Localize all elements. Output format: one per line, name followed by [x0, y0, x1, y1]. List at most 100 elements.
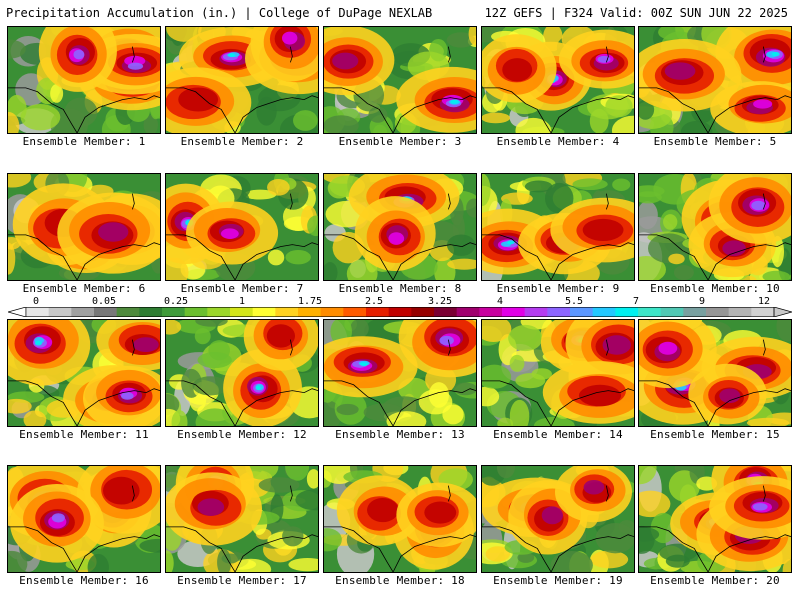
- ensemble-member-4-label: Ensemble Member: 4: [496, 135, 620, 148]
- colorbar-segment-5: [116, 307, 140, 317]
- ensemble-member-7-label: Ensemble Member: 7: [180, 282, 304, 295]
- ensemble-member-14-label: Ensemble Member: 14: [493, 428, 623, 441]
- precip-field: [324, 27, 476, 133]
- ensemble-member-5-label: Ensemble Member: 5: [653, 135, 777, 148]
- colorbar-segment-7: [162, 307, 186, 317]
- ensemble-member-8-label: Ensemble Member: 8: [338, 282, 462, 295]
- ensemble-member-13-label: Ensemble Member: 13: [335, 428, 465, 441]
- ensemble-member-2-label: Ensemble Member: 2: [180, 135, 304, 148]
- map-title: Precipitation Accumulation (in.) | Colle…: [6, 6, 433, 20]
- colorbar-segment-28: [638, 307, 662, 317]
- colorbar-tick-labels: 0 0.05 0.25 1 1.75 2.5 3.25 4 5.5 7 9 12: [8, 296, 792, 307]
- colorbar-segment-30: [683, 307, 707, 317]
- precip-field: [639, 174, 791, 280]
- ensemble-member-16-map: [7, 465, 161, 573]
- colorbar-segment-2: [48, 307, 72, 317]
- colorbar-tick-label: 12: [757, 296, 771, 307]
- colorbar-segment-14: [320, 307, 344, 317]
- colorbar-segment-6: [139, 307, 163, 317]
- colorbar-segment-25: [570, 307, 594, 317]
- ensemble-member-14-map: [481, 319, 635, 427]
- ensemble-member-5-map: [638, 26, 792, 134]
- precip-field: [639, 320, 791, 426]
- colorbar-tick-label: 5.5: [564, 296, 584, 307]
- precip-field: [324, 174, 476, 280]
- ensemble-member-4-map: [481, 26, 635, 134]
- ensemble-member-12-label: Ensemble Member: 12: [177, 428, 307, 441]
- colorbar: 0 0.05 0.25 1 1.75 2.5 3.25 4 5.5 7 9 12: [8, 296, 792, 320]
- colorbar-segment-23: [524, 307, 548, 317]
- colorbar-segment-11: [252, 307, 276, 317]
- colorbar-tick-label: 4: [496, 296, 504, 307]
- colorbar-segment-19: [434, 307, 458, 317]
- ensemble-member-9-label: Ensemble Member: 9: [496, 282, 620, 295]
- ensemble-member-20-map: [638, 465, 792, 573]
- ensemble-member-15-label: Ensemble Member: 15: [650, 428, 780, 441]
- ensemble-member-7-map: [165, 173, 319, 281]
- ensemble-member-18-label: Ensemble Member: 18: [335, 574, 465, 587]
- ensemble-member-18-map: [323, 465, 477, 573]
- ensemble-member-19-map: [481, 465, 635, 573]
- colorbar-tick-label: 2.5: [364, 296, 384, 307]
- colorbar-segment-4: [94, 307, 118, 317]
- colorbar-segment-16: [366, 307, 390, 317]
- colorbar-segment-18: [411, 307, 435, 317]
- precip-field: [166, 27, 318, 133]
- precip-field: [8, 27, 160, 133]
- colorbar-segment-13: [298, 307, 322, 317]
- colorbar-tick-label: 1.75: [297, 296, 323, 307]
- precip-field: [324, 466, 476, 572]
- ensemble-member-19-label: Ensemble Member: 19: [493, 574, 623, 587]
- precip-field: [8, 174, 160, 280]
- precip-field: [8, 320, 160, 426]
- colorbar-tick-label: 1: [238, 296, 246, 307]
- ensemble-member-15-map: [638, 319, 792, 427]
- colorbar-min-arrow: [8, 307, 27, 317]
- ensemble-member-17-map: [165, 465, 319, 573]
- precip-field: [482, 466, 634, 572]
- ensemble-member-16-label: Ensemble Member: 16: [19, 574, 149, 587]
- precip-field: [482, 27, 634, 133]
- colorbar-segment-1: [26, 307, 50, 317]
- ensemble-member-13-map: [323, 319, 477, 427]
- colorbar-segment-17: [388, 307, 412, 317]
- colorbar-segment-26: [592, 307, 616, 317]
- ensemble-member-12-map: [165, 319, 319, 427]
- colorbar-segment-21: [479, 307, 503, 317]
- colorbar-segment-24: [547, 307, 571, 317]
- precip-field: [166, 174, 318, 280]
- precip-field: [324, 320, 476, 426]
- colorbar-segment-10: [230, 307, 254, 317]
- ensemble-member-10-map: [638, 173, 792, 281]
- precip-field: [8, 466, 160, 572]
- precip-field: [482, 174, 634, 280]
- colorbar-tick-label: 0: [32, 296, 40, 307]
- colorbar-segment-15: [343, 307, 367, 317]
- ensemble-member-3-label: Ensemble Member: 3: [338, 135, 462, 148]
- colorbar-segment-29: [660, 307, 684, 317]
- colorbar-segment-8: [184, 307, 208, 317]
- precip-field: [639, 466, 791, 572]
- colorbar-max-arrow: [773, 307, 792, 317]
- ensemble-member-1-map: [7, 26, 161, 134]
- colorbar-segment-3: [71, 307, 95, 317]
- ensemble-member-20-label: Ensemble Member: 20: [650, 574, 780, 587]
- colorbar-segment-31: [706, 307, 730, 317]
- colorbar-tick-label: 9: [698, 296, 706, 307]
- precip-field: [166, 320, 318, 426]
- colorbar-segment-9: [207, 307, 231, 317]
- ensemble-member-2-map: [165, 26, 319, 134]
- colorbar-segment-22: [502, 307, 526, 317]
- colorbar-segment-20: [456, 307, 480, 317]
- colorbar-segment-33: [751, 307, 775, 317]
- model-run-info: 12Z GEFS | F324 Valid: 00Z SUN JUN 22 20…: [484, 6, 788, 20]
- colorbar-scale: [8, 307, 792, 317]
- colorbar-segment-12: [275, 307, 299, 317]
- precip-field: [166, 466, 318, 572]
- precip-field: [639, 27, 791, 133]
- colorbar-segment-32: [728, 307, 752, 317]
- ensemble-member-9-map: [481, 173, 635, 281]
- ensemble-member-17-label: Ensemble Member: 17: [177, 574, 307, 587]
- ensemble-member-6-label: Ensemble Member: 6: [22, 282, 146, 295]
- ensemble-member-11-label: Ensemble Member: 11: [19, 428, 149, 441]
